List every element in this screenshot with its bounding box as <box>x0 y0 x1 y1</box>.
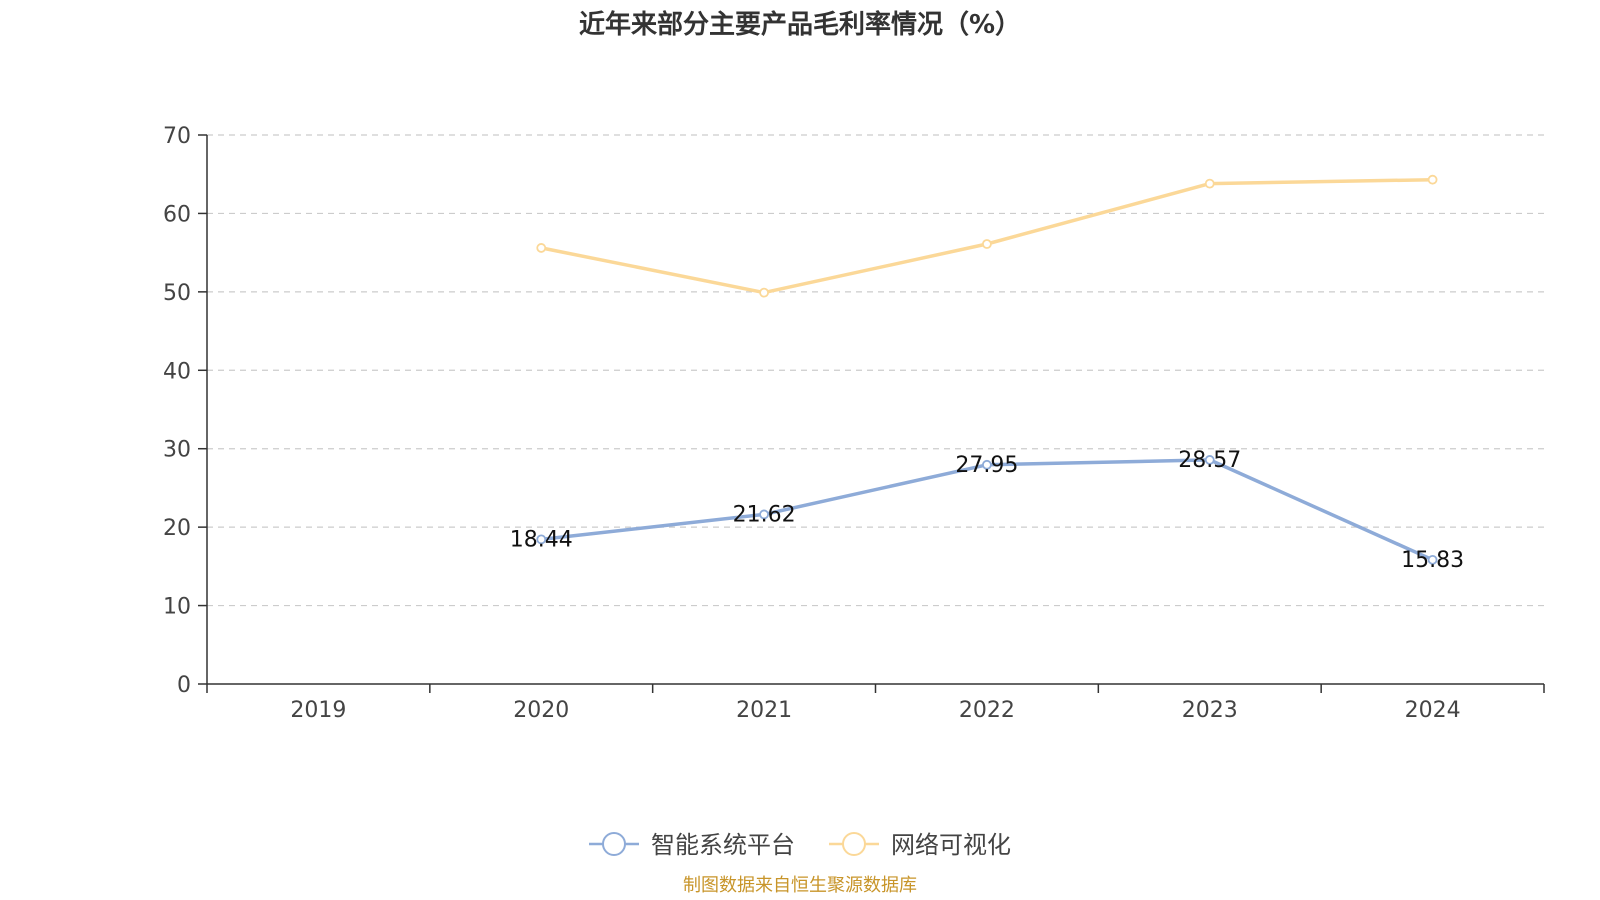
y-tick-label: 0 <box>177 673 191 698</box>
series-point-1 <box>1427 174 1438 185</box>
series-point-0 <box>759 509 769 520</box>
legend-label: 智能系统平台 <box>651 831 795 859</box>
legend-item-0[interactable]: 智能系统平台 <box>589 831 795 859</box>
data-label: 27.95 <box>955 453 1018 478</box>
data-label: 18.44 <box>510 527 573 552</box>
legend-marker-icon <box>602 832 626 856</box>
y-tick-label: 30 <box>163 438 191 463</box>
legend[interactable]: 智能系统平台 网络可视化 <box>589 831 1011 859</box>
axes: 0 10 20 30 40 50 60 70 2019 2020 2021 2022 2023 2024 <box>163 124 1545 723</box>
series-point-1 <box>759 287 769 298</box>
x-tick-label: 2022 <box>959 698 1015 723</box>
legend-item-1[interactable]: 网络可视化 <box>829 831 1011 859</box>
x-tick-label: 2024 <box>1405 698 1461 723</box>
y-tick-label: 50 <box>163 281 191 306</box>
y-tick-label: 10 <box>163 595 191 620</box>
x-tick-label: 2019 <box>290 698 346 723</box>
source-note: 制图数据来自恒生聚源数据库 <box>683 875 917 896</box>
y-tick-label: 40 <box>163 359 191 384</box>
data-label: 28.57 <box>1178 448 1241 473</box>
data-labels: 18.44 21.62 27.95 28.57 15.83 <box>510 448 1464 573</box>
series-point-0 <box>1427 554 1438 565</box>
y-tick-label: 20 <box>163 516 191 541</box>
data-label: 21.62 <box>733 502 796 527</box>
y-tick-label: 60 <box>163 202 191 227</box>
series-point-0 <box>982 459 992 470</box>
series-point-1 <box>1204 178 1215 189</box>
grid-lines <box>207 134 1544 607</box>
legend-label: 网络可视化 <box>891 831 1011 859</box>
series-point-0 <box>1204 455 1215 465</box>
x-tick-label: 2023 <box>1182 698 1238 723</box>
series-line-1 <box>540 177 1433 295</box>
series-point-0 <box>536 534 547 545</box>
series-layer <box>536 174 1438 565</box>
x-tick-label: 2020 <box>513 698 569 723</box>
data-label: 15.83 <box>1401 548 1464 573</box>
chart-title: 近年来部分主要产品毛利率情况（%） <box>579 9 1021 40</box>
legend-marker-icon <box>842 832 866 856</box>
x-tick-label: 2021 <box>736 698 792 723</box>
y-tick-label: 70 <box>163 124 191 149</box>
series-point-1 <box>536 243 547 253</box>
series-point-1 <box>982 239 992 249</box>
